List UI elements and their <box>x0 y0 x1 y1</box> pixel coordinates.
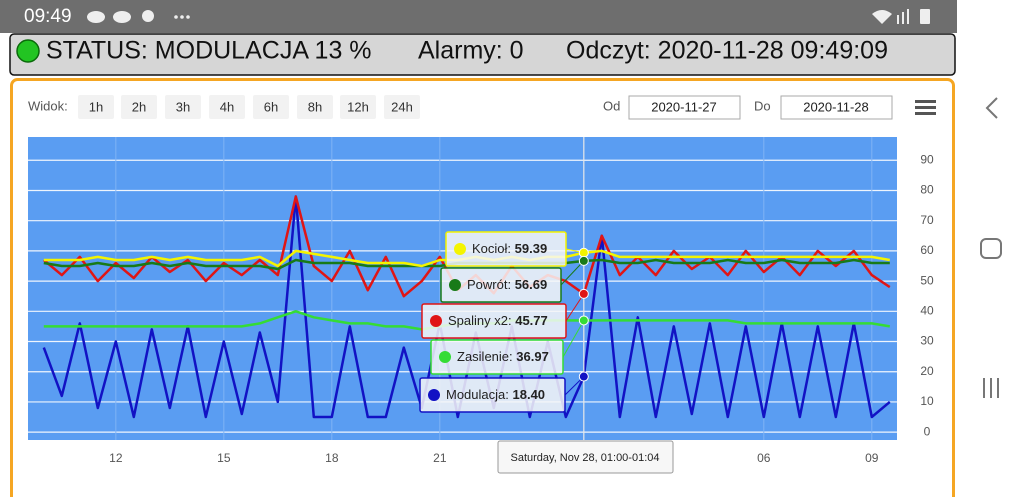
tooltip-sep: : <box>505 387 512 402</box>
y-tick-label: 80 <box>920 183 934 197</box>
range-label: 24h <box>391 99 413 114</box>
y-tick-label: 50 <box>920 273 934 287</box>
y-tick-label: 60 <box>920 243 934 257</box>
y-tick-label: 40 <box>920 303 934 317</box>
y-tick-label: 20 <box>920 364 934 378</box>
hover-marker <box>578 288 589 299</box>
range-label: 12h <box>347 99 369 114</box>
y-tick-label: 70 <box>920 213 934 227</box>
x-tick-label: 12 <box>109 451 123 465</box>
back-button[interactable] <box>985 97 998 119</box>
y-tick-label: 90 <box>920 152 934 166</box>
tooltip-dot <box>449 279 461 291</box>
range-button[interactable] <box>121 95 157 119</box>
status-banner <box>9 33 956 76</box>
clock: 09:49 <box>24 6 72 27</box>
tooltip-value: 59.39 <box>515 241 548 256</box>
x-tick-label: 09 <box>865 451 879 465</box>
hover-marker <box>578 247 589 258</box>
home-button[interactable] <box>980 238 1002 259</box>
range-label: 8h <box>308 99 322 114</box>
x-tick-label: 18 <box>325 451 339 465</box>
range-button[interactable] <box>297 95 333 119</box>
to-label: Do <box>754 98 771 113</box>
y-tick-label: 10 <box>920 394 934 408</box>
tooltip-box <box>445 231 567 267</box>
tooltip-box <box>419 377 566 413</box>
tooltip-sep: : <box>507 241 514 256</box>
tooltip-name: Spaliny x2 <box>448 313 508 328</box>
status-led <box>16 39 40 63</box>
tooltip-dot <box>454 243 466 255</box>
tooltip-entry: Powrót: 56.69 <box>467 277 547 292</box>
tooltip-value: 36.97 <box>516 349 549 364</box>
hover-marker <box>578 371 589 382</box>
tooltip-name: Zasilenie <box>457 349 509 364</box>
from-date: 2020-11-27 <box>651 99 717 114</box>
tooltip-box <box>430 339 564 375</box>
view-label: Widok: <box>28 98 68 113</box>
from-label: Od <box>603 98 620 113</box>
tooltip-name: Powrót <box>467 277 508 292</box>
x-tick-label: 15 <box>217 451 231 465</box>
range-button[interactable] <box>209 95 245 119</box>
x-tick-label: 06 <box>757 451 771 465</box>
tooltip-header: Saturday, Nov 28, 01:00-01:04 <box>510 452 659 464</box>
hover-marker <box>578 255 589 266</box>
tooltip-box <box>440 267 562 303</box>
range-label: 6h <box>264 99 278 114</box>
range-button[interactable] <box>340 95 376 119</box>
reading-text: Odczyt: 2020-11-28 09:49:09 <box>566 37 888 65</box>
range-label: 2h <box>132 99 146 114</box>
x-tick-label: 21 <box>433 451 447 465</box>
menu-button[interactable] <box>915 100 936 115</box>
range-button[interactable] <box>165 95 201 119</box>
tooltip-dot <box>439 351 451 363</box>
status-bar <box>0 0 957 33</box>
tooltip-header-box <box>497 440 674 474</box>
tooltip-name: Modulacja <box>446 387 506 402</box>
range-button[interactable] <box>384 95 420 119</box>
range-button[interactable] <box>253 95 289 119</box>
y-tick-label: 30 <box>920 334 934 348</box>
to-date: 2020-11-28 <box>803 99 869 114</box>
tooltip-value: 18.40 <box>513 387 546 402</box>
to-input[interactable] <box>780 95 893 120</box>
range-label: 1h <box>89 99 103 114</box>
tooltip-entry: Spaliny x2: 45.77 <box>448 313 548 328</box>
tooltip-sep: : <box>507 277 514 292</box>
tooltip-entry: Kocioł: 59.39 <box>472 241 547 256</box>
status-text: STATUS: MODULACJA 13 % <box>46 37 372 65</box>
tooltip-entry: Zasilenie: 36.97 <box>457 349 549 364</box>
alarms-text: Alarmy: 0 <box>418 37 524 65</box>
hover-marker <box>578 315 589 326</box>
tooltip-entry: Modulacja: 18.40 <box>446 387 545 402</box>
tooltip-connector <box>560 260 585 286</box>
tooltip-value: 56.69 <box>515 277 548 292</box>
range-label: 4h <box>220 99 234 114</box>
from-input[interactable] <box>628 95 741 120</box>
tooltip-dot <box>430 315 442 327</box>
tooltip-box <box>421 303 567 339</box>
tooltip-name: Kocioł <box>472 241 508 256</box>
range-button[interactable] <box>78 95 114 119</box>
y-tick-label: 0 <box>924 424 931 438</box>
recents-button[interactable] <box>983 378 999 398</box>
tooltip-connector <box>565 293 585 322</box>
status-icons <box>87 9 930 24</box>
tooltip-dot <box>428 389 440 401</box>
range-label: 3h <box>176 99 190 114</box>
tooltip-connector <box>562 320 585 358</box>
tooltip-sep: : <box>509 349 516 364</box>
tooltip-value: 45.77 <box>515 313 548 328</box>
tooltip-sep: : <box>508 313 515 328</box>
